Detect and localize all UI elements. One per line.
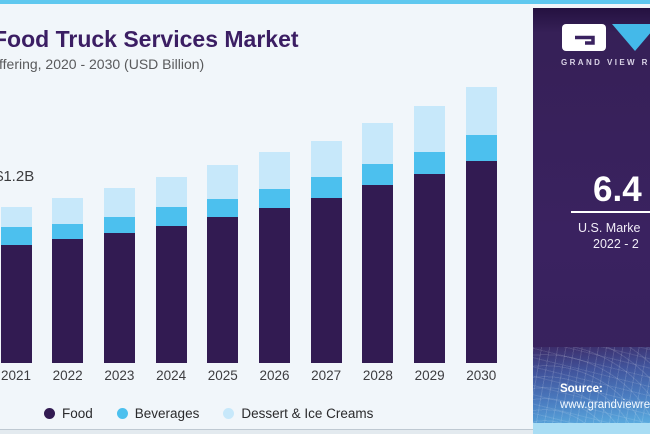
- logo-triangle-icon: [612, 24, 650, 51]
- segment-food-2027: [310, 197, 342, 363]
- legend-item-dessert: Dessert & Ice Creams: [223, 406, 373, 421]
- segment-food-2026: [259, 208, 290, 363]
- stat-caption-line1: U.S. Marke: [578, 221, 641, 235]
- segment-beverages-2025: [207, 199, 239, 218]
- segment-dessert-ice-creams-2026: [259, 152, 290, 189]
- bar-2027: [310, 140, 342, 363]
- segment-dessert-ice-creams-2022: [52, 197, 84, 224]
- stat-divider: [571, 211, 650, 213]
- bar-2024: [155, 177, 187, 363]
- segment-beverages-2028: [362, 164, 394, 185]
- segment-dessert-ice-creams-2028: [362, 122, 394, 165]
- source-url: www.grandviewre: [560, 399, 650, 411]
- segment-dessert-ice-creams-2025: [207, 165, 239, 200]
- segment-food-2022: [52, 239, 84, 363]
- bar-2021: [0, 207, 32, 363]
- legend-item-food: Food: [44, 406, 93, 421]
- x-axis-label-2022: 2022: [52, 368, 83, 383]
- segment-beverages-2029: [414, 152, 446, 175]
- page-title: Food Truck Services Market: [0, 26, 299, 52]
- bottom-border-strip: [0, 429, 533, 434]
- brand-name: GRAND VIEW R: [561, 58, 650, 67]
- logo-g-icon: [562, 24, 606, 51]
- segment-beverages-2030: [465, 135, 497, 162]
- legend-label: Food: [62, 405, 93, 421]
- segment-dessert-ice-creams-2030: [465, 87, 497, 136]
- chart-subtitle: ffering, 2020 - 2030 (USD Billion): [0, 56, 205, 72]
- bar-2029: [414, 105, 446, 363]
- cagr-value: 6.4: [593, 170, 642, 209]
- segment-food-2029: [414, 174, 446, 363]
- segment-dessert-ice-creams-2024: [155, 177, 187, 207]
- bar-2023: [103, 187, 135, 364]
- x-axis-label-2026: 2026: [259, 368, 290, 383]
- segment-dessert-ice-creams-2027: [310, 140, 342, 178]
- bar-2022: [52, 197, 84, 363]
- x-axis-label-2024: 2024: [156, 368, 187, 383]
- x-axis-label-2028: 2028: [362, 368, 393, 383]
- x-axis-label-2021: 2021: [0, 368, 32, 383]
- segment-beverages-2027: [310, 177, 342, 198]
- bar-2025: [207, 165, 239, 363]
- segment-dessert-ice-creams-2023: [103, 187, 135, 218]
- segment-beverages-2024: [155, 206, 187, 227]
- panel-bottom-accent-strip: [533, 423, 650, 434]
- segment-beverages-2021: [0, 226, 32, 245]
- chart-legend: Food Beverages Dessert & Ice Creams: [44, 403, 373, 423]
- globe-wireframe-graphic: Source: www.grandviewre: [533, 347, 650, 423]
- brand-panel: GRAND VIEW R 6.4 U.S. Marke 2022 - 2 Sou…: [533, 8, 650, 423]
- x-axis-label-2023: 2023: [104, 368, 135, 383]
- food-legend-dot-icon: [44, 407, 55, 419]
- x-axis-label-2025: 2025: [207, 368, 238, 383]
- segment-food-2025: [207, 217, 239, 363]
- x-axis-label-2027: 2027: [311, 368, 342, 383]
- segment-dessert-ice-creams-2029: [414, 105, 446, 153]
- stacked-bar-chart: 2021 2022 2023 2024 2025 2026 2027 2028 2029 2030: [0, 4, 533, 429]
- top-accent-strip: [0, 0, 650, 4]
- segment-beverages-2026: [259, 188, 290, 209]
- legend-label: Dessert & Ice Creams: [241, 405, 374, 421]
- x-axis-label-2030: 2030: [466, 368, 497, 383]
- x-axis-label-2029: 2029: [414, 368, 445, 383]
- segment-beverages-2023: [103, 217, 135, 233]
- bar-2028: [362, 122, 394, 364]
- legend-label: Beverages: [134, 405, 200, 421]
- stat-caption-line2: 2022 - 2: [593, 237, 639, 251]
- segment-food-2023: [103, 232, 135, 363]
- segment-food-2021: [0, 244, 32, 363]
- segment-food-2028: [362, 184, 394, 363]
- chart-region: Food Truck Services Market ffering, 2020…: [0, 4, 533, 429]
- bar-2026: [259, 152, 290, 363]
- bar-2030: [465, 87, 497, 363]
- beverages-legend-dot-icon: [116, 407, 128, 419]
- segment-food-2024: [155, 226, 187, 363]
- segment-beverages-2022: [52, 223, 84, 240]
- first-bar-value-label: $1.2B: [0, 168, 35, 185]
- segment-dessert-ice-creams-2021: [0, 207, 32, 227]
- source-label: Source:: [560, 383, 603, 395]
- segment-food-2030: [465, 161, 497, 363]
- dessert-legend-dot-icon: [223, 407, 235, 419]
- legend-item-beverages: Beverages: [116, 405, 200, 421]
